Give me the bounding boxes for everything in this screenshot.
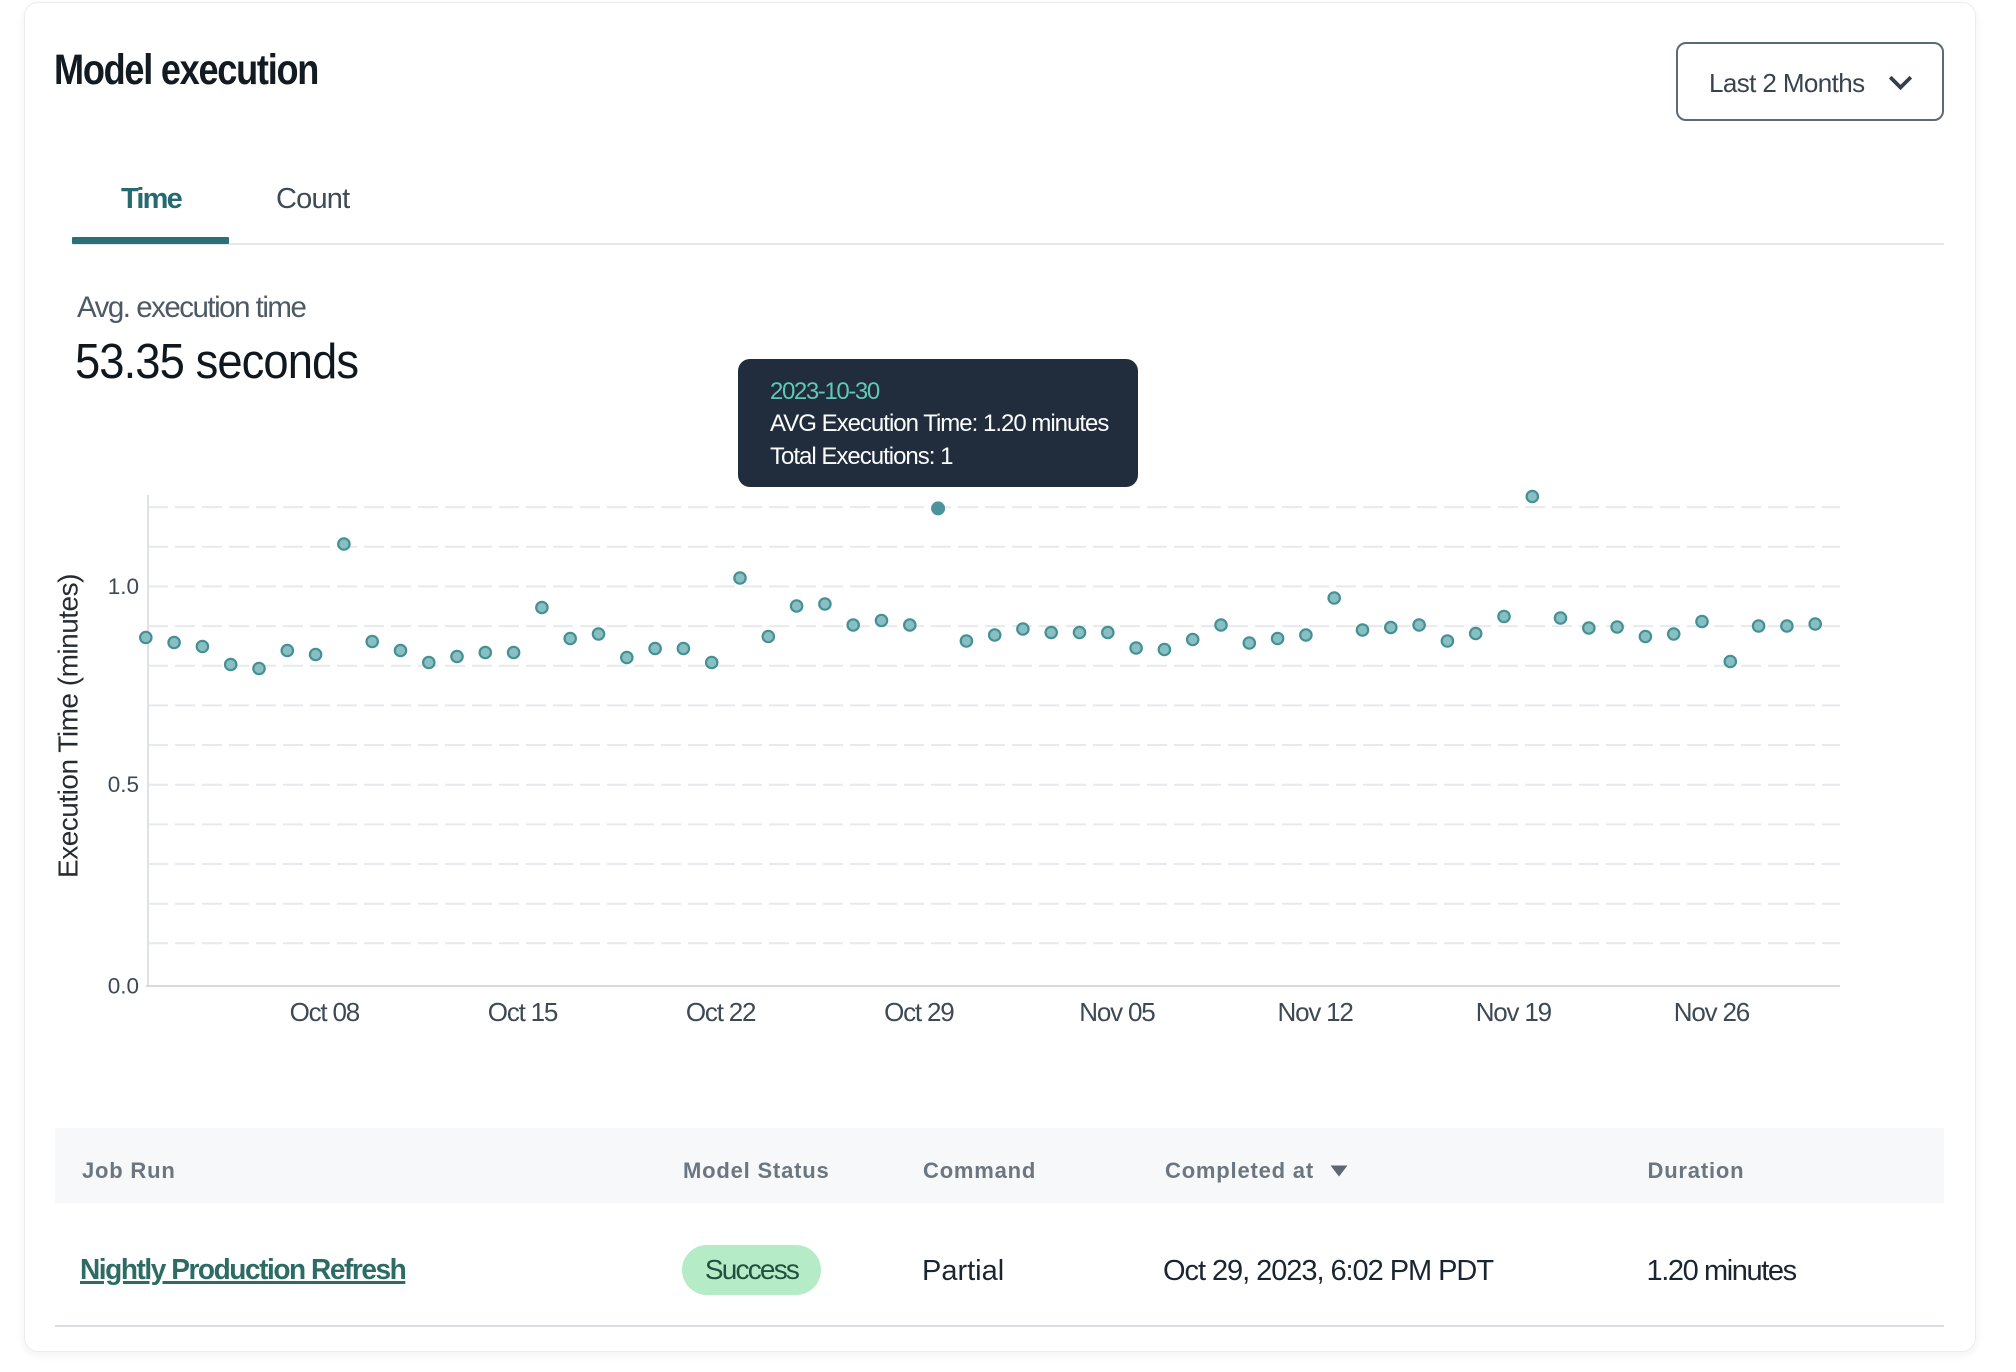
svg-text:Oct 29: Oct 29 [884,997,954,1027]
svg-text:1.0: 1.0 [108,574,139,599]
svg-text:Nov 05: Nov 05 [1079,997,1155,1027]
svg-text:Execution Time (minutes): Execution Time (minutes) [53,574,84,878]
svg-text:Oct 08: Oct 08 [290,997,360,1027]
svg-text:Nov 26: Nov 26 [1674,997,1750,1027]
svg-text:Nov 19: Nov 19 [1476,997,1552,1027]
svg-text:Oct 22: Oct 22 [686,997,756,1027]
svg-text:0.0: 0.0 [108,974,139,999]
svg-text:Nov 12: Nov 12 [1278,997,1354,1027]
svg-text:0.5: 0.5 [108,772,139,797]
svg-text:Oct 15: Oct 15 [488,997,558,1027]
